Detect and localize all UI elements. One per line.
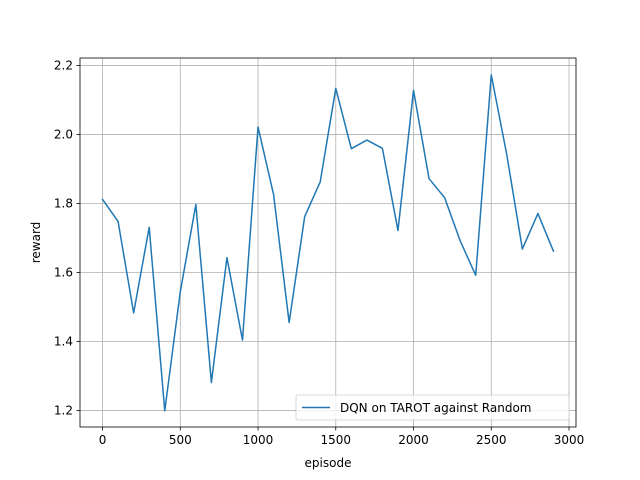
- legend: DQN on TAROT against Random: [295, 394, 570, 421]
- x-tick-label: 1500: [321, 433, 352, 447]
- y-tick-label: 2.2: [54, 59, 73, 73]
- legend-box: [295, 394, 570, 421]
- x-tick-label: 1000: [243, 433, 274, 447]
- y-tick-label: 1.4: [54, 334, 73, 348]
- x-axis-ticks: 0 500 1000 1500 2000 2500 3000: [99, 427, 585, 447]
- legend-label: DQN on TAROT against Random: [340, 401, 532, 415]
- y-tick-label: 1.8: [54, 197, 73, 211]
- series-line: [101, 74, 555, 412]
- y-tick-label: 1.2: [54, 403, 73, 417]
- x-tick-label: 2500: [476, 433, 507, 447]
- x-axis-label: episode: [305, 456, 352, 470]
- plot-frame: [79, 57, 577, 428]
- x-tick-label: 500: [169, 433, 192, 447]
- y-axis-label: reward: [29, 222, 43, 264]
- grid: [80, 58, 576, 427]
- y-axis-ticks: 1.2 1.4 1.6 1.8 2.0 2.2: [54, 59, 80, 417]
- y-tick-label: 2.0: [54, 128, 73, 142]
- y-tick-label: 1.6: [54, 266, 73, 280]
- x-tick-label: 2000: [398, 433, 429, 447]
- series-layer: [101, 74, 555, 412]
- x-tick-label: 3000: [554, 433, 585, 447]
- x-tick-label: 0: [99, 433, 107, 447]
